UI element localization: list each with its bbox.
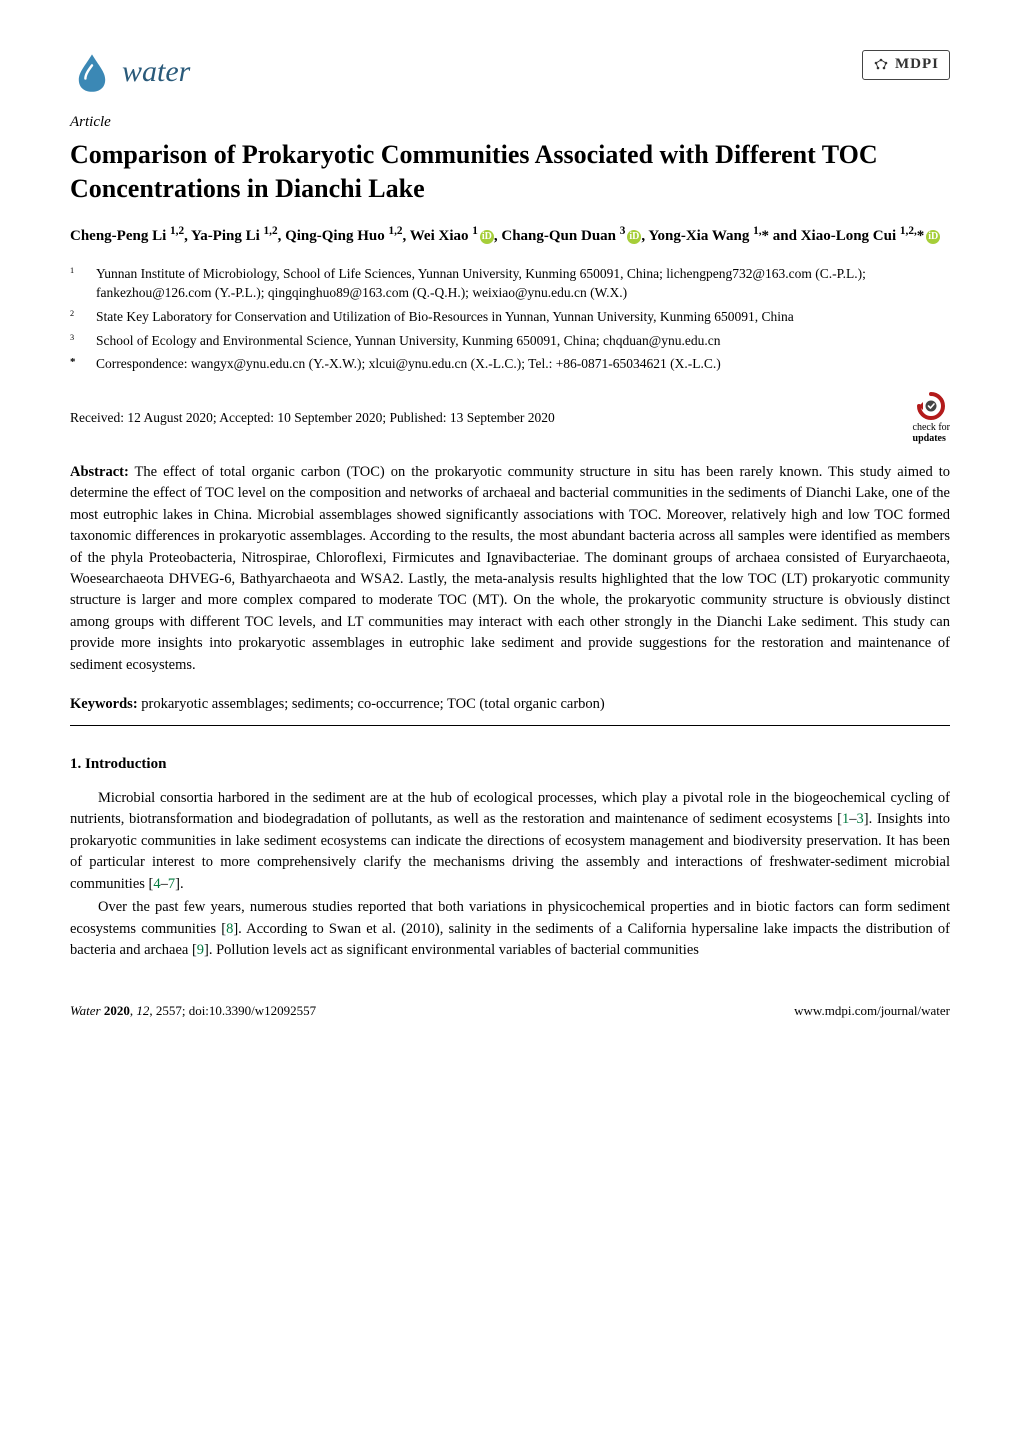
affiliation-text: Correspondence: wangyx@ynu.edu.cn (Y.-X.… [96, 354, 721, 374]
article-title: Comparison of Prokaryotic Communities As… [70, 138, 950, 206]
affiliations: 1 Yunnan Institute of Microbiology, Scho… [70, 264, 950, 374]
affiliation-number: 1 [70, 264, 82, 303]
affiliation-number: 3 [70, 331, 82, 351]
keywords: Keywords: prokaryotic assemblages; sedim… [70, 694, 950, 715]
affiliation-item: 3 School of Ecology and Environmental Sc… [70, 331, 950, 351]
dates-row: Received: 12 August 2020; Accepted: 10 S… [70, 392, 950, 444]
affiliation-item: * Correspondence: wangyx@ynu.edu.cn (Y.-… [70, 354, 950, 374]
water-drop-icon [70, 50, 114, 94]
affiliation-number: * [70, 354, 82, 374]
orcid-icon: iD [926, 230, 940, 244]
journal-logo: water [70, 50, 190, 94]
footer-url[interactable]: www.mdpi.com/journal/water [794, 1002, 950, 1021]
section-divider [70, 725, 950, 726]
publisher-name: MDPI [895, 54, 939, 76]
check-updates-text: check forupdates [913, 422, 950, 444]
affiliation-text: Yunnan Institute of Microbiology, School… [96, 264, 950, 303]
authors-list: Cheng-Peng Li 1,2, Ya-Ping Li 1,2, Qing-… [70, 223, 950, 248]
article-type: Article [70, 112, 950, 134]
abstract-text: The effect of total organic carbon (TOC)… [70, 464, 950, 673]
keywords-label: Keywords: [70, 696, 138, 712]
body-paragraph: Over the past few years, numerous studie… [70, 897, 950, 961]
page-footer: Water 2020, 12, 2557; doi:10.3390/w12092… [70, 1002, 950, 1021]
orcid-icon: iD [627, 230, 641, 244]
check-updates-icon [917, 392, 945, 420]
orcid-icon: iD [480, 230, 494, 244]
body-paragraph: Microbial consortia harbored in the sedi… [70, 788, 950, 895]
check-updates-badge[interactable]: check forupdates [913, 392, 950, 444]
section-heading: 1. Introduction [70, 754, 950, 776]
keywords-text: prokaryotic assemblages; sediments; co-o… [138, 696, 605, 712]
abstract-label: Abstract: [70, 464, 129, 480]
footer-citation: Water 2020, 12, 2557; doi:10.3390/w12092… [70, 1002, 316, 1021]
publisher-logo: MDPI [862, 50, 950, 80]
affiliation-item: 1 Yunnan Institute of Microbiology, Scho… [70, 264, 950, 303]
affiliation-text: State Key Laboratory for Conservation an… [96, 307, 794, 327]
publication-dates: Received: 12 August 2020; Accepted: 10 S… [70, 408, 555, 428]
mdpi-tree-icon [873, 57, 889, 73]
abstract: Abstract: The effect of total organic ca… [70, 462, 950, 677]
affiliation-number: 2 [70, 307, 82, 327]
journal-name: water [122, 50, 190, 94]
header-row: water MDPI [70, 50, 950, 94]
affiliation-text: School of Ecology and Environmental Scie… [96, 331, 720, 351]
affiliation-item: 2 State Key Laboratory for Conservation … [70, 307, 950, 327]
